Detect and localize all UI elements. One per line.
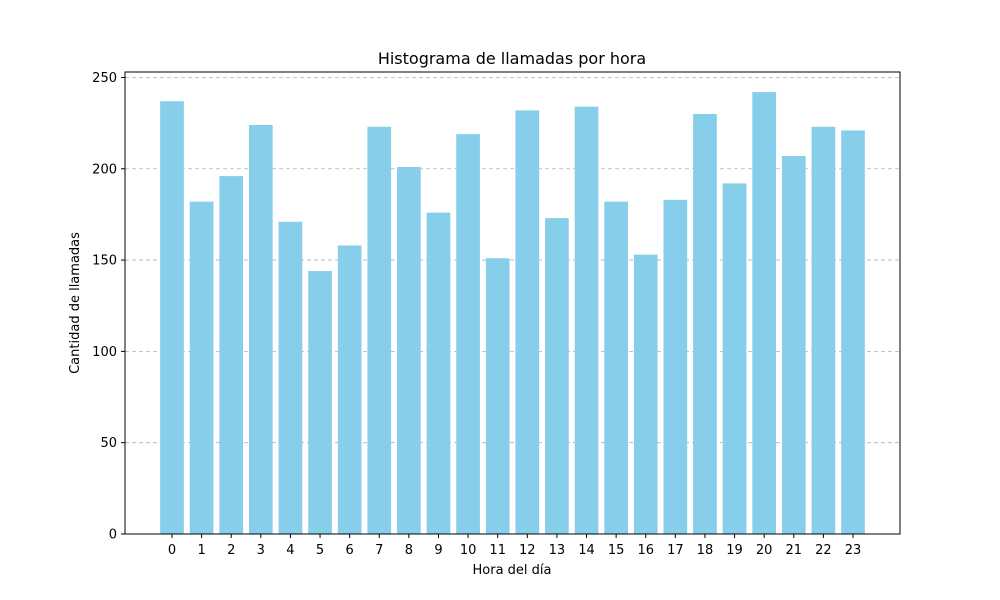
x-axis-ticks: 0 1 2 3 4 5 6 7 8 9 10 11 12 13 14 15 16 17 18 19 20 21 22 23 — [168, 534, 861, 558]
bar-hour-1 — [189, 201, 214, 535]
x-tick-label-20: 20 — [756, 543, 773, 558]
x-tick-label-9: 9 — [434, 543, 442, 558]
bar-hour-6 — [337, 245, 362, 534]
bars — [160, 92, 865, 535]
bar-hour-7 — [367, 126, 392, 535]
y-tick-label-4: 200 — [92, 162, 117, 177]
bar-hour-8 — [397, 166, 421, 534]
bar-hour-4 — [278, 221, 303, 534]
bar-hour-2 — [219, 176, 244, 534]
y-tick-label-3: 150 — [92, 254, 117, 269]
y-tick-label-5: 250 — [92, 71, 117, 86]
bar-hour-19 — [722, 183, 747, 535]
x-tick-label-15: 15 — [608, 543, 625, 558]
x-tick-label-1: 1 — [197, 543, 205, 558]
bar-hour-18 — [693, 114, 717, 534]
x-tick-label-14: 14 — [578, 543, 595, 558]
bar-hour-5 — [308, 271, 332, 534]
x-tick-label-2: 2 — [227, 543, 235, 558]
x-tick-label-19: 19 — [726, 543, 743, 558]
x-tick-label-8: 8 — [405, 543, 413, 558]
x-tick-label-10: 10 — [460, 543, 477, 558]
bar-hour-14 — [574, 106, 599, 535]
x-axis-label: Hora del día — [473, 563, 552, 578]
bar-hour-12 — [515, 110, 540, 534]
y-tick-label-1: 50 — [100, 436, 117, 451]
bar-hour-20 — [752, 92, 777, 534]
bar-hour-3 — [248, 124, 273, 535]
x-tick-label-0: 0 — [168, 543, 176, 558]
bar-hour-21 — [781, 156, 806, 534]
x-tick-label-11: 11 — [489, 543, 506, 558]
bar-hour-9 — [426, 212, 451, 534]
y-axis-ticks: 0 50 100 150 200 250 — [92, 71, 125, 543]
x-tick-label-13: 13 — [549, 543, 566, 558]
x-tick-label-18: 18 — [697, 543, 714, 558]
bar-hour-16 — [633, 254, 658, 534]
x-tick-label-4: 4 — [286, 543, 294, 558]
bar-hour-11 — [485, 258, 510, 534]
x-tick-label-12: 12 — [519, 543, 536, 558]
x-tick-label-5: 5 — [316, 543, 324, 558]
y-tick-label-2: 100 — [92, 345, 117, 360]
plot-frame — [124, 71, 901, 535]
bar-hour-13 — [545, 218, 569, 534]
bar-hour-22 — [811, 126, 836, 535]
y-axis-label: Cantidad de llamadas — [68, 232, 83, 374]
y-tick-label-0: 0 — [109, 528, 117, 543]
x-tick-label-22: 22 — [815, 543, 832, 558]
x-tick-label-17: 17 — [667, 543, 684, 558]
x-tick-label-23: 23 — [845, 543, 862, 558]
bar-hour-0 — [160, 101, 184, 534]
bar-hour-23 — [841, 130, 865, 534]
bar-hour-17 — [663, 199, 688, 534]
x-tick-label-3: 3 — [257, 543, 265, 558]
x-tick-label-7: 7 — [375, 543, 383, 558]
bar-hour-15 — [604, 201, 628, 535]
x-tick-label-6: 6 — [346, 543, 354, 558]
bar-hour-10 — [456, 134, 480, 534]
x-tick-label-21: 21 — [786, 543, 803, 558]
x-tick-label-16: 16 — [637, 543, 654, 558]
chart-title: Histograma de llamadas por hora — [378, 49, 646, 68]
